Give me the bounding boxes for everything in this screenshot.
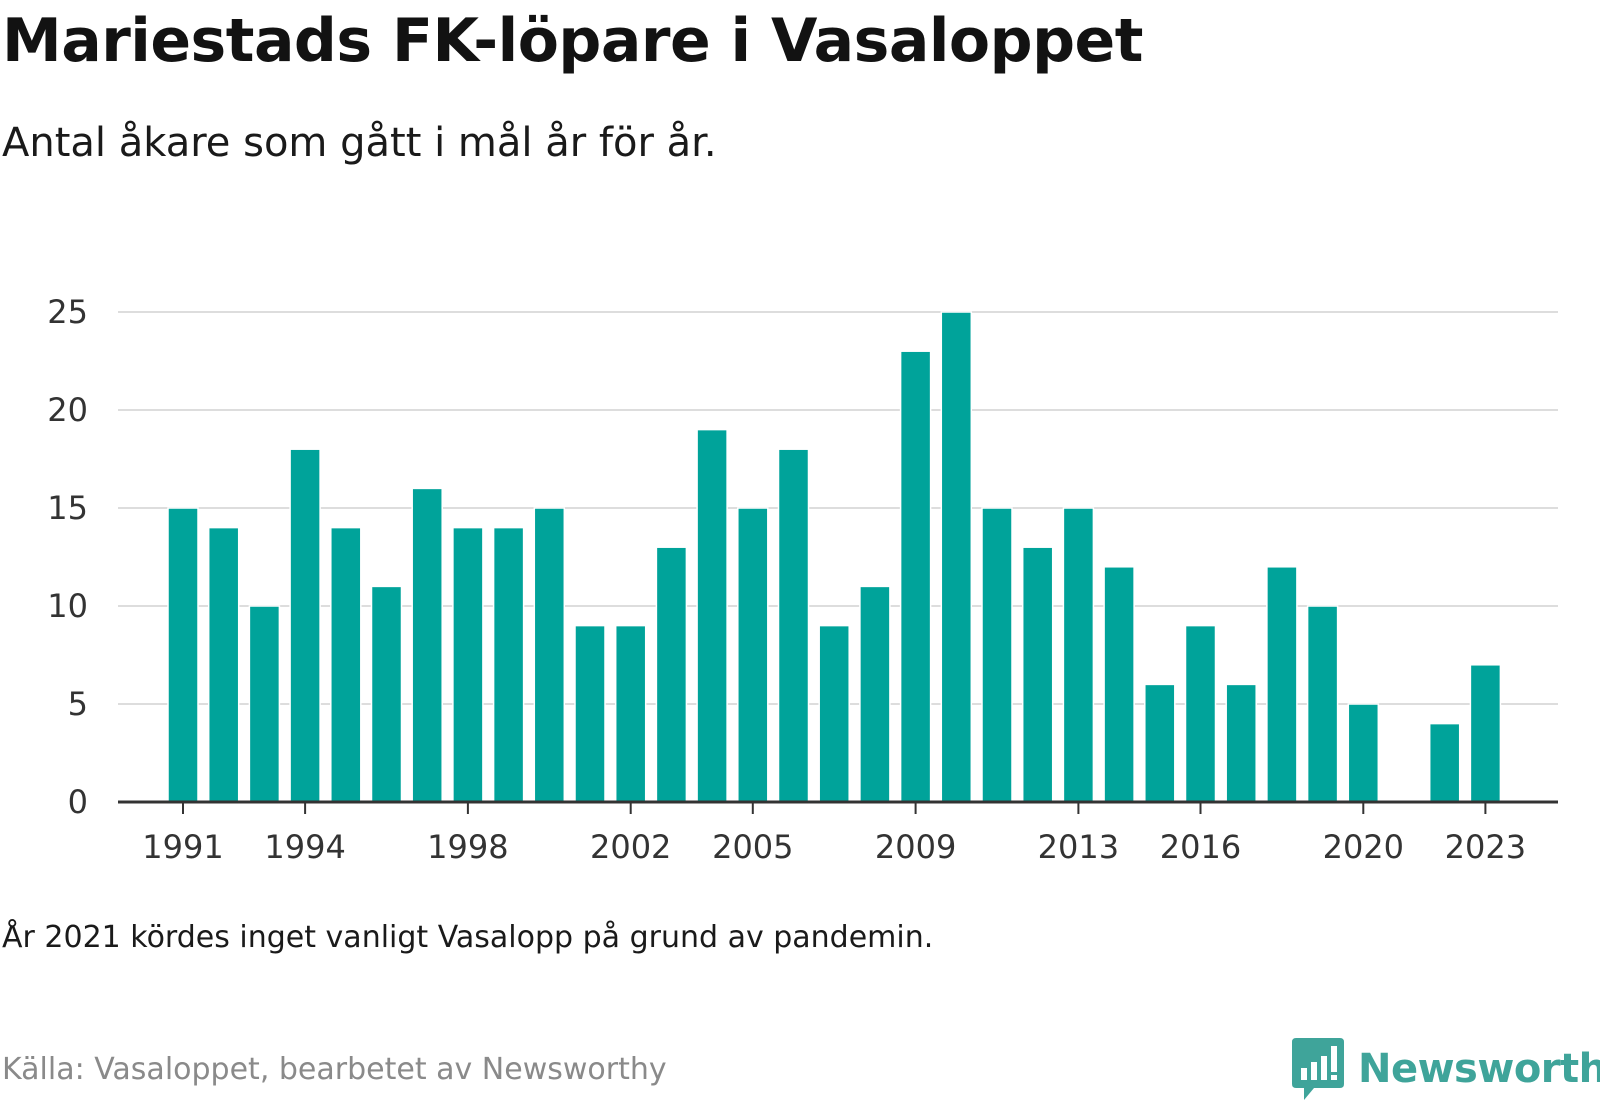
bar-1997[interactable]: [411, 487, 443, 803]
bar-1991[interactable]: [167, 507, 199, 803]
bar-2002[interactable]: [614, 624, 647, 803]
x-tick-label-1998: 1998: [427, 828, 508, 866]
x-tick-label-2020: 2020: [1323, 828, 1404, 866]
bar-2013[interactable]: [1062, 507, 1095, 803]
x-tick-label-2016: 2016: [1160, 828, 1241, 866]
x-tick-label-2002: 2002: [590, 828, 671, 866]
bar-2004[interactable]: [696, 428, 728, 803]
chart-title: Mariestads FK-löpare i Vasaloppet: [2, 6, 1143, 76]
bar-1993[interactable]: [248, 605, 281, 803]
bar-2001[interactable]: [574, 624, 606, 803]
bar-2006[interactable]: [777, 448, 810, 803]
bar-2011[interactable]: [981, 507, 1013, 803]
x-tick-label-2005: 2005: [712, 828, 793, 866]
brand-name: Newsworthy: [1358, 1046, 1600, 1092]
y-tick-label-10: 10: [47, 587, 88, 625]
bar-2007[interactable]: [818, 624, 850, 803]
bar-1998[interactable]: [452, 526, 484, 803]
bar-2009[interactable]: [899, 350, 932, 803]
bar-2019[interactable]: [1306, 605, 1339, 803]
bar-2012[interactable]: [1021, 546, 1054, 803]
bar-1994[interactable]: [289, 448, 321, 803]
bar-1996[interactable]: [370, 585, 403, 803]
bars: [167, 311, 1502, 803]
bar-2020[interactable]: [1347, 703, 1380, 803]
bar-1992[interactable]: [207, 526, 240, 803]
bar-2023[interactable]: [1469, 664, 1502, 803]
bar-2014[interactable]: [1103, 566, 1135, 803]
bar-2010[interactable]: [940, 311, 973, 803]
bar-1995[interactable]: [330, 526, 362, 803]
chart-subtitle: Antal åkare som gått i mål år för år.: [2, 120, 717, 166]
bar-2017[interactable]: [1225, 683, 1257, 803]
bar-1999[interactable]: [492, 526, 525, 803]
bar-2008[interactable]: [859, 585, 891, 803]
y-tick-label-15: 15: [47, 489, 88, 527]
bar-2022[interactable]: [1428, 722, 1461, 803]
bar-2018[interactable]: [1266, 566, 1298, 803]
bar-2000[interactable]: [533, 507, 566, 803]
newsworthy-brand[interactable]: Newsworthy: [1292, 1036, 1600, 1102]
newsworthy-logo-icon: [1292, 1038, 1344, 1100]
bar-2016[interactable]: [1184, 624, 1217, 803]
y-tick-label-20: 20: [47, 391, 88, 429]
x-tick-label-2009: 2009: [875, 828, 956, 866]
chart-note: År 2021 kördes inget vanligt Vasalopp på…: [2, 920, 934, 955]
bar-2005[interactable]: [737, 507, 769, 803]
x-tick-label-2013: 2013: [1038, 828, 1119, 866]
x-tick-label-1994: 1994: [264, 828, 345, 866]
y-tick-label-0: 0: [68, 783, 88, 821]
bar-2015[interactable]: [1144, 683, 1176, 803]
x-tick-label-2023: 2023: [1445, 828, 1526, 866]
x-tick-label-1991: 1991: [142, 828, 223, 866]
y-tick-label-25: 25: [47, 293, 88, 331]
source-label: Källa: Vasaloppet, bearbetet av Newswort…: [2, 1052, 667, 1087]
y-tick-label-5: 5: [68, 685, 88, 723]
axes: 0 5 10 15 20 25 1991 1994 1998 2002 2005 2009 2013 20…: [47, 293, 1558, 866]
bar-2003[interactable]: [655, 546, 688, 803]
